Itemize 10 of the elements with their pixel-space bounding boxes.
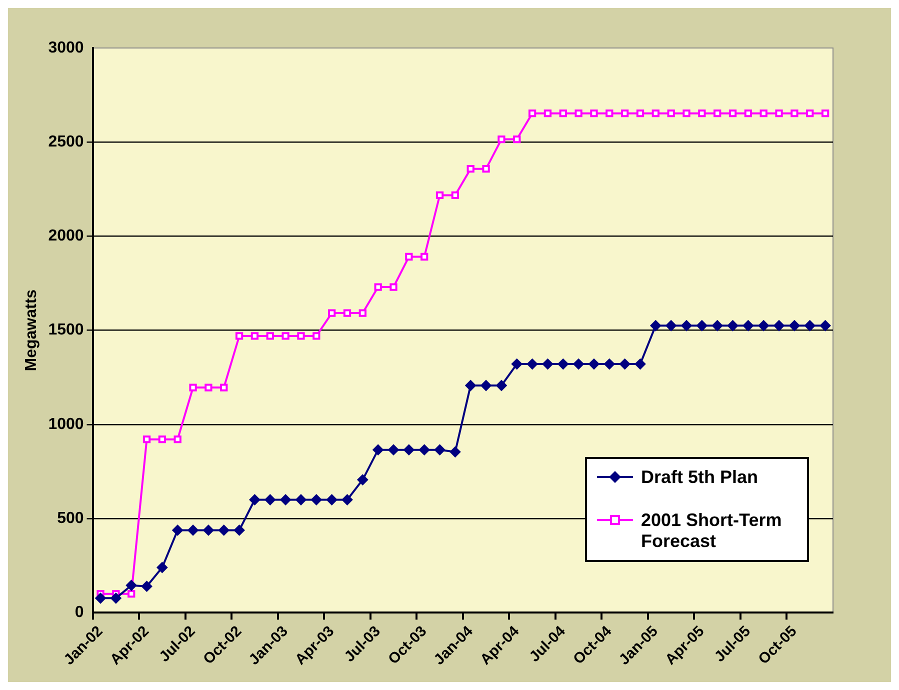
legend-label: 2001 Short-Term Forecast — [641, 510, 783, 552]
legend-label: Draft 5th Plan — [641, 467, 758, 488]
y-tick-label: 500 — [57, 510, 84, 527]
y-tick-label: 2500 — [48, 134, 84, 151]
y-axis-title: Megawatts — [23, 289, 40, 372]
y-tick-label: 1500 — [48, 322, 84, 339]
y-tick-label: 1000 — [48, 416, 84, 433]
y-tick-label: 3000 — [48, 39, 84, 56]
y-tick-label: 2000 — [48, 228, 84, 245]
y-tick-label: 0 — [74, 604, 84, 622]
